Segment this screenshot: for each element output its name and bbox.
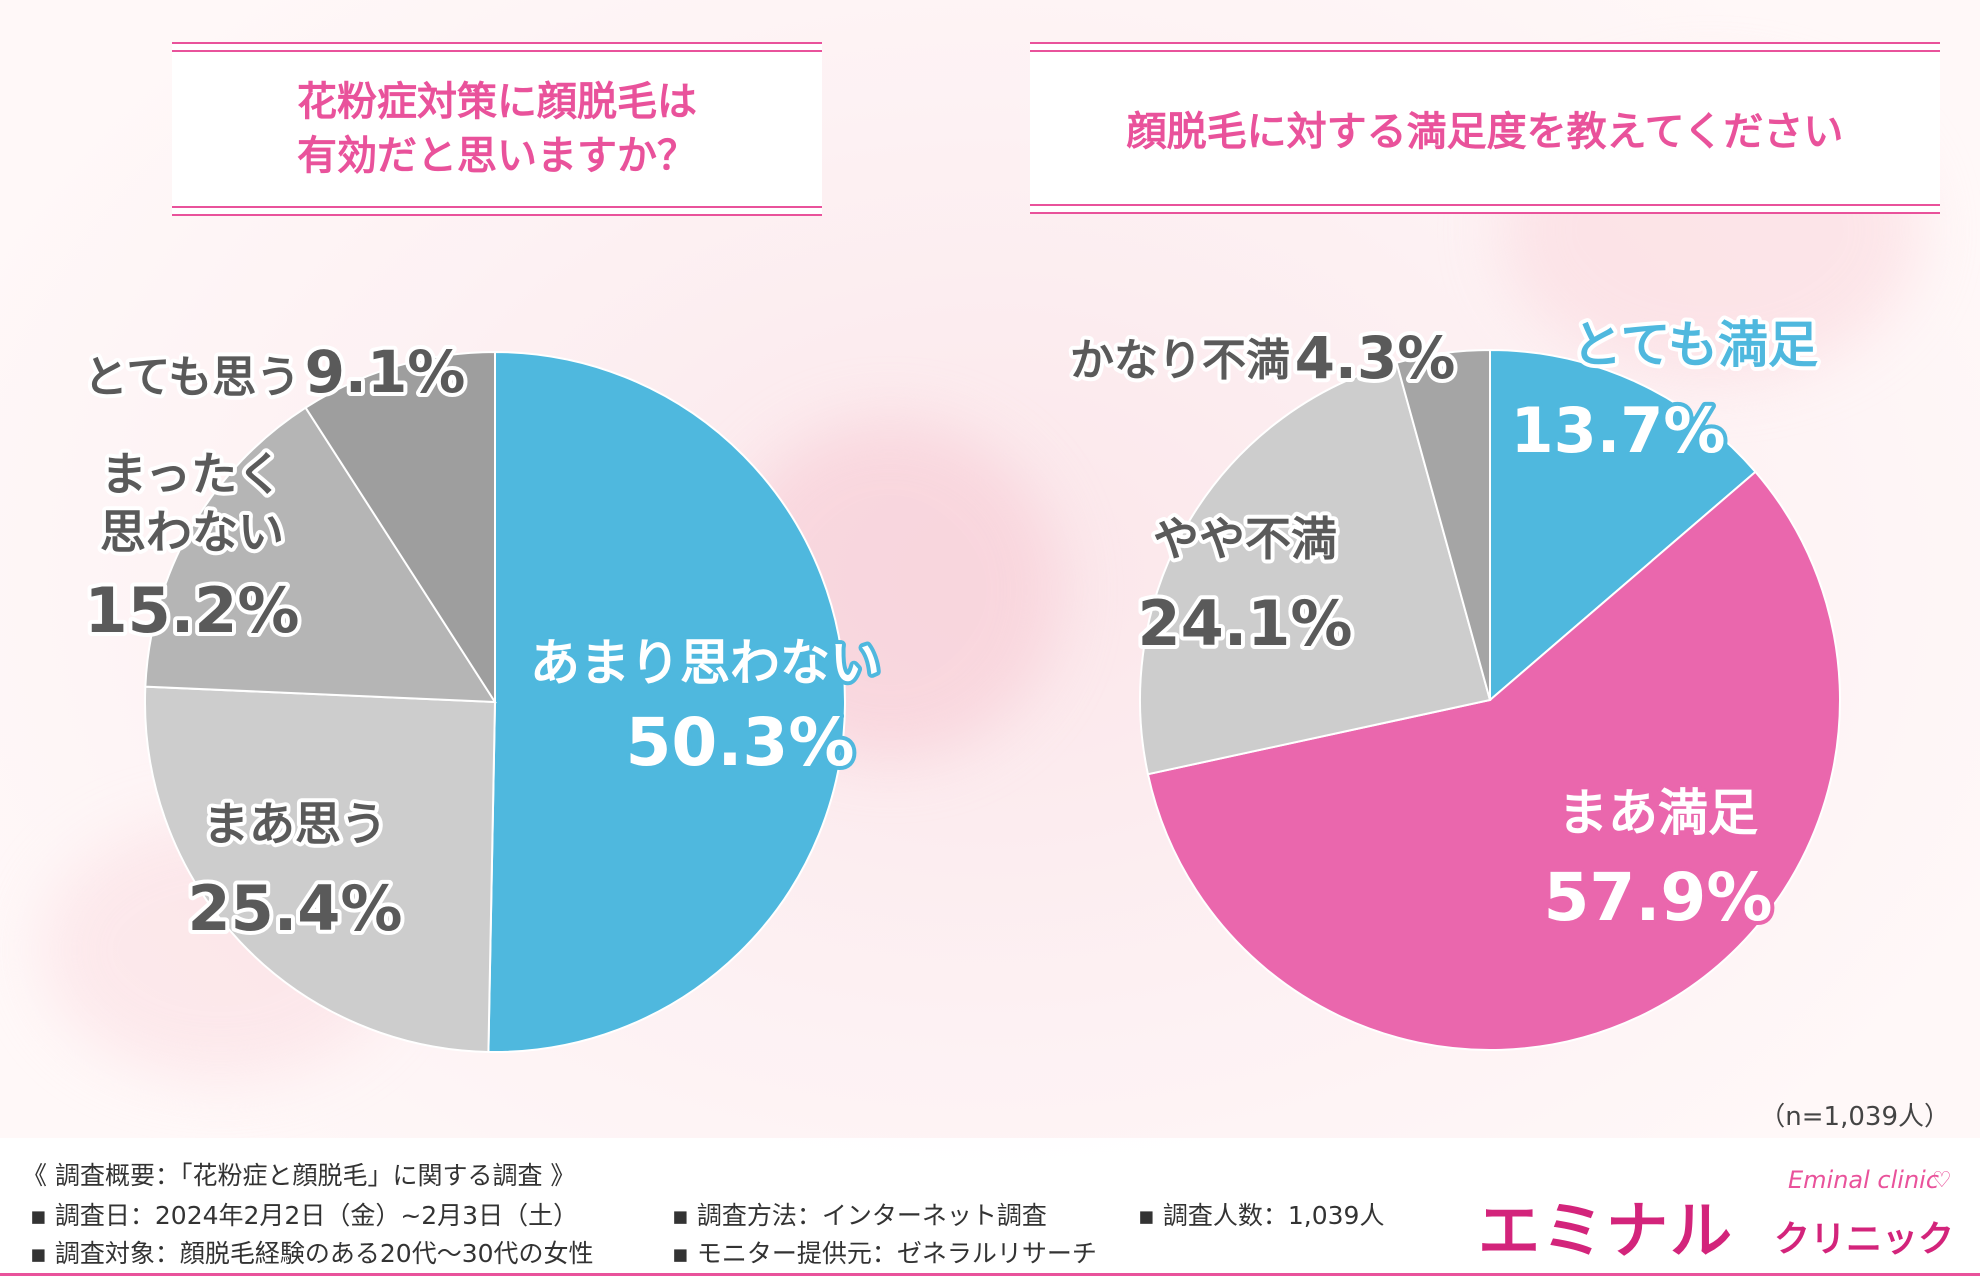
survey-heading: 《 調査概要：「花粉症と顔脱毛」に関する調査 》 bbox=[22, 1161, 576, 1190]
left-pie-slice-1 bbox=[143, 685, 497, 1053]
right-chart-title-text: 顔脱毛に対する満足度を教えてください bbox=[1126, 109, 1844, 155]
logo-main-text: エミナル bbox=[1478, 1194, 1735, 1267]
left-pie-slice-2 bbox=[144, 406, 497, 704]
right-pie-slice-2 bbox=[1139, 361, 1492, 776]
right-pie-slice-0 bbox=[1489, 348, 1757, 703]
right-slice-3-value: 4.3% bbox=[1295, 324, 1456, 392]
left-slice-2-label-line-2: 思わない bbox=[100, 505, 284, 559]
heart-icon: ♡ bbox=[1932, 1168, 1952, 1193]
survey-count: 調査人数：1,039人 bbox=[1138, 1196, 1385, 1232]
left-slice-1-value: 25.4% bbox=[187, 872, 402, 945]
right-pie-chart bbox=[1139, 348, 1842, 1051]
right-chart-title: 顔脱毛に対する満足度を教えてください bbox=[1030, 42, 1940, 214]
survey-target: 調査対象：顔脱毛経験のある20代～30代の女性 bbox=[30, 1234, 594, 1270]
left-slice-2-value: 15.2% bbox=[84, 574, 299, 647]
logo-english-text: Eminal clinic bbox=[1788, 1166, 1940, 1194]
survey-footer: 《 調査概要：「花粉症と顔脱毛」に関する調査 》 調査日：2024年2月2日（金… bbox=[0, 1138, 1980, 1280]
left-slice-1-label: まあ思う bbox=[203, 797, 387, 851]
left-slice-0-value: 50.3% bbox=[626, 704, 855, 781]
left-pie-chart bbox=[143, 350, 846, 1053]
left-chart-title-line-2: 有効だと思いますか？ bbox=[297, 133, 697, 179]
logo-sub-text: クリニック bbox=[1774, 1219, 1955, 1260]
left-chart-title: 花粉症対策に顔脱毛は 有効だと思いますか？ bbox=[172, 42, 822, 216]
footer-rule bbox=[0, 1273, 1980, 1276]
left-slice-2-label-line-1: まったく bbox=[101, 447, 283, 501]
right-slice-0-label: とても満足 bbox=[1572, 316, 1818, 374]
left-slice-3-value: 9.1% bbox=[305, 338, 466, 406]
clinic-logo: エミナル クリニック Eminal clinic ♡ bbox=[1478, 1166, 1958, 1267]
right-pie-slice-3 bbox=[1395, 348, 1491, 701]
right-pie-slice-1 bbox=[1146, 470, 1842, 1051]
right-slice-0-value: 13.7% bbox=[1510, 394, 1725, 467]
right-slice-1-value: 57.9% bbox=[1544, 859, 1773, 936]
right-slice-1-label: まあ満足 bbox=[1558, 784, 1758, 842]
left-slice-0-label: あまり思わない bbox=[530, 634, 880, 692]
right-slice-2-label: やや不満 bbox=[1153, 512, 1337, 566]
sample-size: （n=1,039人） bbox=[1759, 1102, 1950, 1132]
left-pie-slice-0 bbox=[487, 350, 846, 1053]
left-slice-3-label: とても思う bbox=[84, 352, 300, 403]
right-slice-2-value: 24.1% bbox=[1137, 587, 1352, 660]
survey-method: 調査方法：インターネット調査 bbox=[672, 1196, 1047, 1232]
right-slice-3-label: かなり不満 bbox=[1070, 335, 1290, 386]
survey-provider: モニター提供元：ゼネラルリサーチ bbox=[672, 1234, 1097, 1270]
left-pie-slice-3 bbox=[304, 350, 496, 706]
left-chart-title-line-1: 花粉症対策に顔脱毛は bbox=[297, 79, 697, 125]
survey-date: 調査日：2024年2月2日（金）~2月3日（土） bbox=[30, 1196, 578, 1232]
